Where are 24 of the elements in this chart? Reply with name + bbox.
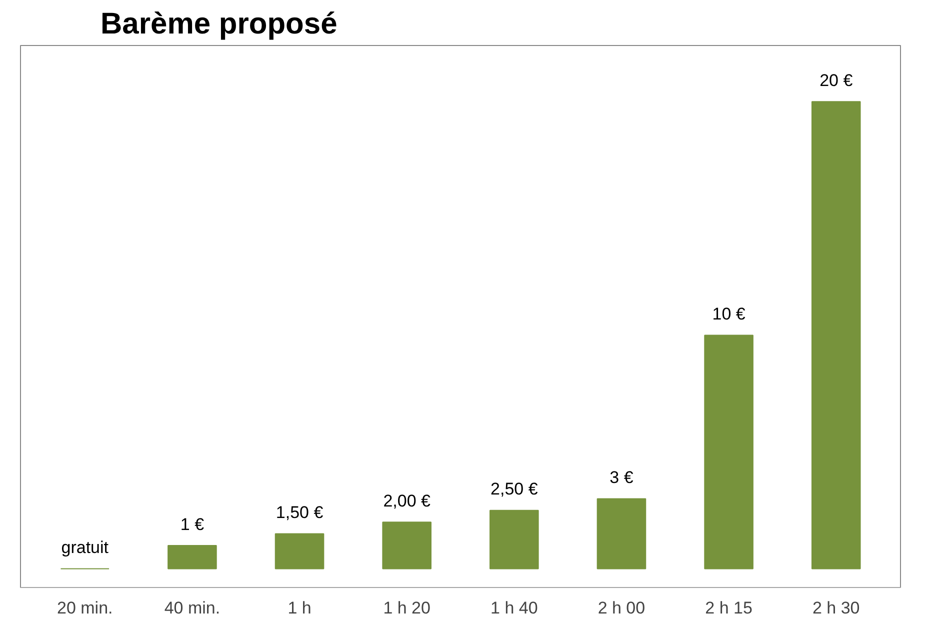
bar <box>811 101 861 570</box>
x-tick-label: 1 h 20 <box>383 598 430 618</box>
x-tick-label: 1 h 40 <box>490 598 538 618</box>
data-label: 2,50 € <box>490 480 538 499</box>
data-label: 1 € <box>180 514 205 534</box>
bar <box>168 544 217 570</box>
x-tick-label: 2 h 00 <box>598 598 646 618</box>
bar <box>382 522 432 570</box>
chart-title: Barème proposé <box>100 8 338 40</box>
data-label: 10 € <box>712 304 746 324</box>
x-tick-label: 20 min. <box>57 598 113 618</box>
x-tick-label: 2 h 15 <box>705 598 752 618</box>
x-tick-label: 40 min. <box>164 598 220 618</box>
data-label: 3 € <box>610 468 634 488</box>
bar <box>274 533 324 570</box>
data-label: gratuit <box>61 538 109 558</box>
x-tick-label: 1 h <box>288 598 312 618</box>
bar <box>596 498 646 570</box>
bar <box>490 510 539 570</box>
data-label: 1,50 € <box>276 503 324 522</box>
data-label: 20 € <box>820 70 854 90</box>
x-tick-label: 2 h 30 <box>812 598 860 618</box>
data-label: 2,00 € <box>383 491 432 510</box>
bar <box>704 334 754 570</box>
